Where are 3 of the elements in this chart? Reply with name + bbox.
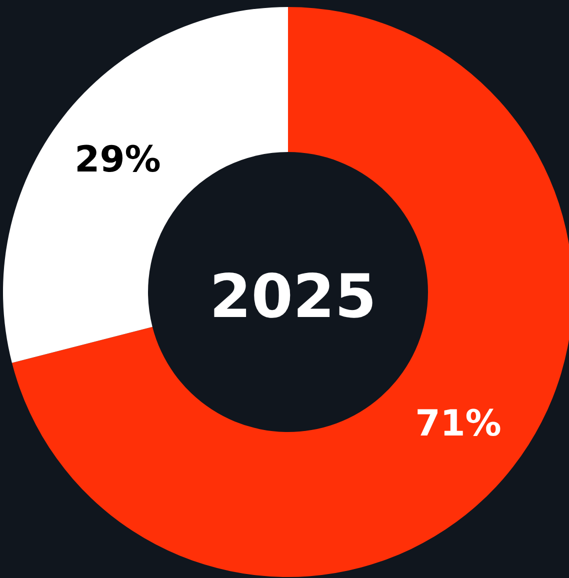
- text: 2025: [210, 262, 376, 332]
- data-label: 71%: [415, 404, 502, 445]
- data-label: 29%: [74, 139, 161, 180]
